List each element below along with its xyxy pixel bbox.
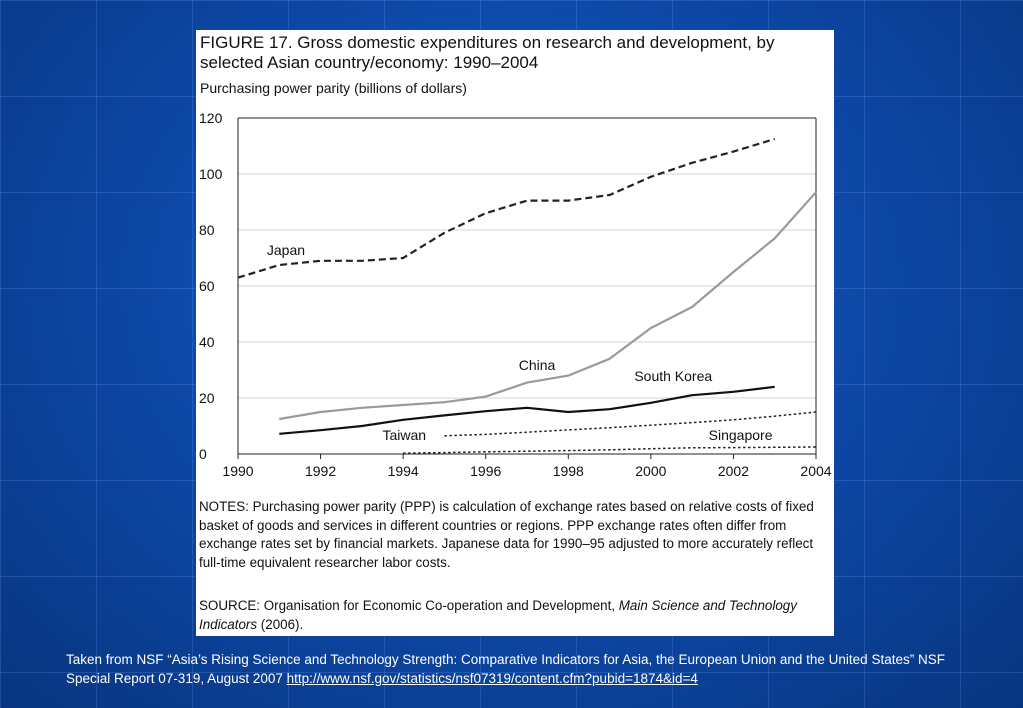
x-tick-label-1990: 1990 bbox=[222, 463, 253, 479]
source-link[interactable]: http://www.nsf.gov/statistics/nsf07319/c… bbox=[286, 671, 698, 686]
x-tick-label-2004: 2004 bbox=[800, 463, 831, 479]
x-tick-label-1992: 1992 bbox=[305, 463, 336, 479]
figure-source: SOURCE: Organisation for Economic Co-ope… bbox=[199, 597, 831, 634]
y-tick-label-120: 120 bbox=[199, 110, 223, 126]
series-label-taiwan: Taiwan bbox=[383, 427, 427, 443]
line-chart: 0 20 40 60 80 100 120 1990 1992 1994 1996 1998 2000 2… bbox=[199, 110, 832, 479]
y-tick-label-100: 100 bbox=[199, 166, 223, 182]
x-tick-label-2000: 2000 bbox=[635, 463, 666, 479]
source-prefix: SOURCE: Organisation for Economic Co-ope… bbox=[199, 598, 619, 613]
x-tick-label-1998: 1998 bbox=[553, 463, 584, 479]
series-label-singapore: Singapore bbox=[709, 427, 773, 443]
caption-text: Taken from NSF “Asia’s Rising Science an… bbox=[66, 652, 945, 686]
y-tick-label-60: 60 bbox=[199, 278, 215, 294]
figure-panel: FIGURE 17. Gross domestic expenditures o… bbox=[196, 30, 834, 636]
series-label-japan: Japan bbox=[267, 242, 305, 258]
source-title: Main Science and Technology Indicators bbox=[199, 598, 797, 632]
chart-subtitle: Purchasing power parity (billions of dol… bbox=[200, 80, 467, 96]
x-tick-label-1994: 1994 bbox=[388, 463, 419, 479]
series-line-singapore bbox=[403, 446, 817, 454]
series-line-japan bbox=[237, 137, 776, 279]
series-label-china: China bbox=[519, 357, 556, 373]
y-tick-label-0: 0 bbox=[199, 446, 207, 462]
series-line-china bbox=[279, 191, 817, 421]
slide-caption: Taken from NSF “Asia’s Rising Science an… bbox=[66, 650, 966, 688]
x-tick-label-2002: 2002 bbox=[718, 463, 749, 479]
figure-title: FIGURE 17. Gross domestic expenditures o… bbox=[200, 33, 775, 72]
x-tick-label-1996: 1996 bbox=[470, 463, 501, 479]
figure-notes: NOTES: Purchasing power parity (PPP) is … bbox=[199, 499, 814, 570]
series-label-south-korea: South Korea bbox=[634, 368, 712, 384]
series-line-south-korea bbox=[279, 385, 775, 435]
y-tick-label-40: 40 bbox=[199, 334, 215, 350]
y-tick-label-80: 80 bbox=[199, 222, 215, 238]
y-tick-label-20: 20 bbox=[199, 390, 215, 406]
source-suffix: (2006). bbox=[257, 616, 304, 632]
series-line-taiwan bbox=[444, 411, 817, 437]
